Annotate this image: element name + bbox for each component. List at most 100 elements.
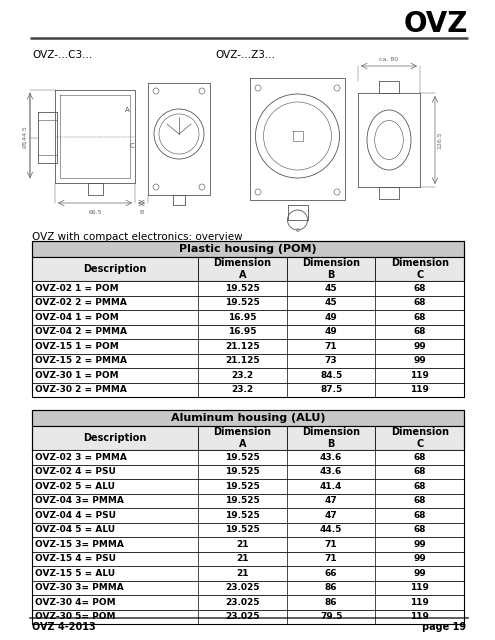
Text: OVZ-02 3 = PMMA: OVZ-02 3 = PMMA	[35, 452, 127, 461]
Text: Dimension
C: Dimension C	[391, 258, 449, 280]
Text: 68: 68	[413, 313, 426, 322]
Text: OVZ-04 3= PMMA: OVZ-04 3= PMMA	[35, 496, 124, 505]
Text: 19.525: 19.525	[225, 452, 260, 461]
Text: A: A	[125, 107, 129, 113]
Text: 21: 21	[236, 569, 249, 578]
Text: 99: 99	[413, 356, 426, 365]
Text: 21: 21	[236, 554, 249, 563]
Text: 47: 47	[325, 511, 338, 520]
Text: 23.2: 23.2	[232, 371, 253, 380]
Bar	[32, 368, 464, 383]
Bar	[32, 383, 464, 397]
Text: OVZ-30 2 = PMMA: OVZ-30 2 = PMMA	[35, 385, 127, 394]
Text: OVZ-30 3= PMMA: OVZ-30 3= PMMA	[35, 583, 124, 592]
Text: OVZ-15 5 = ALU: OVZ-15 5 = ALU	[35, 569, 115, 578]
Text: 99: 99	[413, 554, 426, 563]
Text: 49: 49	[325, 313, 338, 322]
Bar	[32, 241, 464, 397]
Bar	[32, 353, 464, 368]
Text: Plastic housing (POM): Plastic housing (POM)	[179, 244, 317, 254]
Bar	[32, 580, 464, 595]
Text: 68: 68	[413, 284, 426, 292]
Text: page 19: page 19	[422, 622, 466, 632]
Text: Description: Description	[84, 264, 147, 274]
Text: 49: 49	[325, 327, 338, 336]
Text: Aluminum housing (ALU): Aluminum housing (ALU)	[171, 413, 325, 423]
Text: OVZ-02 4 = PSU: OVZ-02 4 = PSU	[35, 467, 116, 476]
Text: 19.525: 19.525	[225, 511, 260, 520]
Text: 6: 6	[296, 227, 299, 232]
Text: 44.5: 44.5	[320, 525, 343, 534]
Bar	[32, 493, 464, 508]
Text: 71: 71	[325, 554, 338, 563]
Text: 68: 68	[413, 525, 426, 534]
Text: 86: 86	[325, 583, 338, 592]
Bar	[32, 310, 464, 324]
Bar	[32, 296, 464, 310]
Text: OVZ-15 4 = PSU: OVZ-15 4 = PSU	[35, 554, 116, 563]
Bar	[32, 537, 464, 552]
Text: 43.6: 43.6	[320, 452, 342, 461]
Text: 99: 99	[413, 540, 426, 548]
Text: Description: Description	[84, 433, 147, 443]
Text: OVZ-...C3...: OVZ-...C3...	[32, 50, 92, 60]
Text: 16.95: 16.95	[228, 313, 257, 322]
Bar	[32, 609, 464, 624]
Text: 21.125: 21.125	[225, 356, 260, 365]
Text: 66: 66	[325, 569, 338, 578]
Text: 19.525: 19.525	[225, 298, 260, 307]
Bar	[32, 450, 464, 465]
Text: 68: 68	[413, 511, 426, 520]
Text: ca. 80: ca. 80	[380, 57, 398, 62]
Text: 41.4: 41.4	[320, 482, 343, 491]
Bar	[32, 339, 464, 353]
Text: OVZ-30 5= POM: OVZ-30 5= POM	[35, 612, 115, 621]
Text: OVZ with compact electronics: overview: OVZ with compact electronics: overview	[32, 232, 243, 242]
Text: 23.2: 23.2	[232, 385, 253, 394]
Text: 19.525: 19.525	[225, 496, 260, 505]
Text: 71: 71	[325, 342, 338, 351]
Text: OVZ-04 1 = POM: OVZ-04 1 = POM	[35, 313, 119, 322]
Text: 68: 68	[413, 298, 426, 307]
Text: OVZ 4-2013: OVZ 4-2013	[32, 622, 96, 632]
Text: 99: 99	[413, 569, 426, 578]
Bar	[32, 552, 464, 566]
Bar	[32, 257, 464, 281]
Text: Dimension
B: Dimension B	[302, 258, 360, 280]
Text: OVZ-30 4= POM: OVZ-30 4= POM	[35, 598, 116, 607]
Text: 119: 119	[410, 385, 429, 394]
Text: OVZ-15 1 = POM: OVZ-15 1 = POM	[35, 342, 119, 351]
Text: Dimension
A: Dimension A	[214, 428, 272, 449]
Text: 68: 68	[413, 482, 426, 491]
Bar	[32, 465, 464, 479]
Text: 84.5: 84.5	[320, 371, 342, 380]
Bar	[32, 241, 464, 257]
Bar	[32, 479, 464, 493]
Text: OVZ: OVZ	[403, 10, 468, 38]
Bar	[32, 410, 464, 426]
Text: 43.6: 43.6	[320, 467, 342, 476]
Text: 119: 119	[410, 612, 429, 621]
Bar	[32, 410, 464, 624]
Text: C: C	[130, 143, 135, 150]
Text: OVZ-02 2 = PMMA: OVZ-02 2 = PMMA	[35, 298, 127, 307]
Text: 79.5: 79.5	[320, 612, 343, 621]
Bar	[32, 595, 464, 609]
Text: 71: 71	[325, 540, 338, 548]
Text: 23.025: 23.025	[225, 612, 260, 621]
Text: 68: 68	[413, 496, 426, 505]
Text: 21: 21	[236, 540, 249, 548]
Text: 19.525: 19.525	[225, 525, 260, 534]
Text: 68: 68	[413, 327, 426, 336]
Bar	[32, 508, 464, 522]
Text: 21.125: 21.125	[225, 342, 260, 351]
Text: Dimension
A: Dimension A	[214, 258, 272, 280]
Text: OVZ-04 2 = PMMA: OVZ-04 2 = PMMA	[35, 327, 127, 336]
Text: Ø144.5: Ø144.5	[23, 125, 28, 148]
Text: OVZ-02 1 = POM: OVZ-02 1 = POM	[35, 284, 119, 292]
Text: B: B	[140, 210, 144, 215]
Text: 23.025: 23.025	[225, 598, 260, 607]
Text: 16.95: 16.95	[228, 327, 257, 336]
Text: OVZ-02 5 = ALU: OVZ-02 5 = ALU	[35, 482, 115, 491]
Bar	[32, 324, 464, 339]
